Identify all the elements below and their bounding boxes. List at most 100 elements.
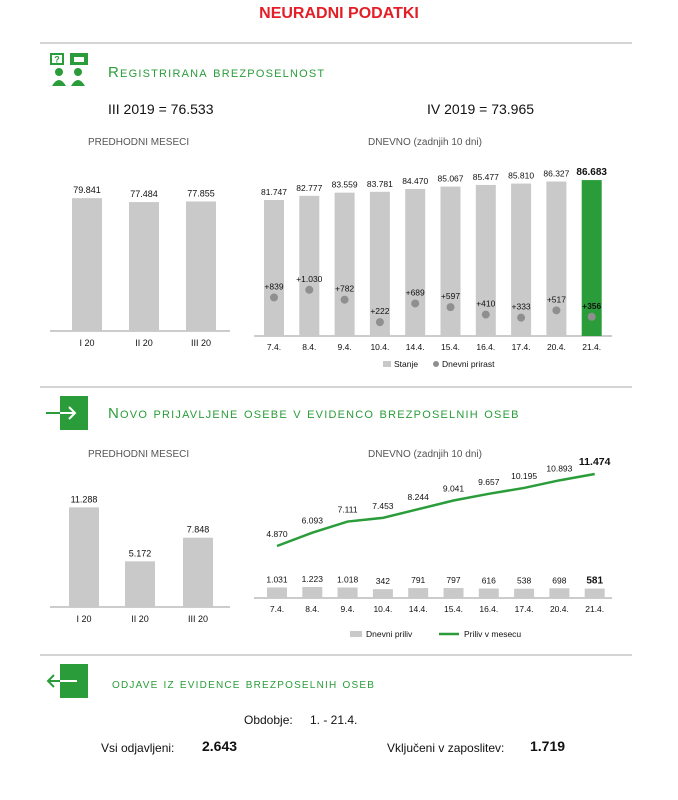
- line-value-label: 7.111: [338, 505, 358, 515]
- bar-III 20: [183, 537, 213, 607]
- line-value-label: 7.453: [372, 501, 394, 511]
- x-tick-label: 14.4.: [409, 604, 428, 614]
- bar-priliv-7.4.: [267, 587, 287, 598]
- bar-value-label: 83.559: [332, 180, 358, 190]
- bar-value-label: 1.018: [337, 575, 359, 585]
- section-registered-title: Registrirana brezposelnost: [108, 64, 326, 81]
- dot-value-label: +410: [476, 299, 495, 309]
- legend-swatch-stanje: [383, 361, 391, 367]
- chart4-subtitle: DNEVNO (zadnjih 10 dni): [368, 449, 482, 460]
- stat-april: IV 2019 = 73.965: [427, 101, 535, 117]
- bar-priliv-14.4.: [408, 588, 429, 598]
- bar-value-label: 79.841: [73, 185, 101, 195]
- dot-prirast-8.4.: [305, 285, 314, 294]
- bar-stanje-14.4.: [405, 188, 426, 336]
- chart-previous-months-new: 11.288 I 20 5.172 II 20 7.848 III 20: [50, 494, 230, 624]
- line-value-label: 8.244: [408, 492, 430, 502]
- bar-stanje-17.4.: [511, 183, 532, 336]
- bar-stanje-21.4.: [581, 180, 602, 336]
- x-tick-label: 17.4.: [515, 604, 534, 614]
- people-chat-icon: ?: [50, 52, 90, 92]
- x-tick-label: 21.4.: [582, 342, 601, 352]
- x-tick-label: 10.4.: [370, 342, 389, 352]
- divider: [40, 42, 632, 44]
- chart1-subtitle: PREDHODNI MESECI: [88, 137, 190, 148]
- bar-II 20: [129, 202, 159, 331]
- dot-value-label: +597: [441, 291, 460, 301]
- dot-value-label: +839: [264, 281, 283, 291]
- bar-stanje-16.4.: [475, 184, 496, 336]
- x-tick-label: 16.4.: [479, 604, 498, 614]
- bar-value-label: 86.327: [543, 169, 569, 179]
- arrow-out-icon: [44, 664, 88, 698]
- bar-value-label: 698: [552, 575, 566, 585]
- bar-value-label: 342: [376, 576, 390, 586]
- bar-value-label: 82.777: [296, 183, 322, 193]
- x-tick-label: 20.4.: [547, 342, 566, 352]
- x-tick-label: 9.4.: [338, 342, 352, 352]
- bar-I 20: [69, 507, 99, 607]
- legend-label: Dnevni priliv: [366, 629, 413, 639]
- svg-text:?: ?: [54, 55, 60, 65]
- legend-label: Stanje: [394, 359, 418, 369]
- x-tick-label: 7.4.: [267, 342, 281, 352]
- bar-value-label: 1.031: [266, 574, 288, 584]
- x-tick-label: 9.4.: [341, 604, 355, 614]
- divider: [40, 386, 632, 388]
- bar-stanje-15.4.: [440, 186, 461, 336]
- bar-priliv-17.4.: [514, 588, 535, 598]
- line-value-label: 9.041: [443, 484, 465, 494]
- bar-priliv-8.4.: [302, 587, 323, 598]
- stat-march: III 2019 = 76.533: [108, 101, 214, 117]
- bar-priliv-9.4.: [337, 587, 358, 598]
- bar-value-label: 581: [586, 576, 603, 587]
- arrow-in-icon: [44, 396, 88, 430]
- x-tick-label: 7.4.: [270, 604, 284, 614]
- chart-daily-registered: 81.747 +839 7.4. 82.777 +1.030 8.4. 83.559 +782…: [254, 167, 612, 369]
- x-tick-label: I 20: [79, 338, 94, 348]
- bar-value-label: 77.855: [187, 188, 215, 198]
- bar-value-label: 5.172: [129, 548, 152, 558]
- dot-value-label: +689: [406, 287, 425, 297]
- line-value-label: 6.093: [302, 516, 324, 526]
- line-value-label: 10.893: [546, 463, 572, 473]
- bar-priliv-20.4.: [549, 588, 570, 598]
- bar-value-label: 797: [446, 575, 460, 585]
- x-tick-label: 14.4.: [406, 342, 425, 352]
- dot-prirast-15.4.: [446, 303, 455, 312]
- bar-priliv-10.4.: [372, 589, 393, 598]
- x-tick-label: 21.4.: [585, 604, 604, 614]
- dot-value-label: +517: [547, 294, 566, 304]
- x-tick-label: 8.4.: [305, 604, 319, 614]
- bar-value-label: 83.781: [367, 179, 393, 189]
- bar-value-label: 81.747: [261, 187, 287, 197]
- bar-III 20: [186, 201, 216, 331]
- bar-stanje-9.4.: [334, 192, 355, 336]
- dot-prirast-17.4.: [517, 313, 526, 322]
- chart-previous-months-registered: 79.841 I 20 77.484 II 20 77.855 III 20: [50, 185, 230, 348]
- bar-value-label: 85.810: [508, 171, 534, 181]
- divider: [40, 654, 632, 656]
- bar-I 20: [72, 198, 102, 331]
- line-value-label: 9.657: [478, 477, 500, 487]
- x-tick-label: II 20: [131, 614, 149, 624]
- bar-stanje-20.4.: [546, 181, 567, 336]
- bar-value-label: 7.848: [187, 525, 210, 535]
- bar-value-label: 86.683: [576, 167, 607, 178]
- dot-value-label: +333: [512, 302, 531, 312]
- employed-value: 1.719: [530, 738, 566, 754]
- line-value-label: 11.474: [579, 456, 611, 468]
- dot-value-label: +782: [335, 284, 354, 294]
- bar-stanje-8.4.: [299, 195, 320, 336]
- x-tick-label: 16.4.: [476, 342, 495, 352]
- period-label: Obdobje:: [244, 713, 293, 727]
- bar-value-label: 84.470: [402, 176, 428, 186]
- section-out-title: odjave iz evidence brezposelnih oseb: [112, 675, 376, 691]
- line-value-label: 10.195: [511, 471, 537, 481]
- chart-daily-new: 1.031 7.4. 4.870 1.223 8.4. 6.093 1.018 9.4. 7.1…: [254, 456, 612, 639]
- bar-value-label: 77.484: [130, 189, 158, 199]
- chart3-subtitle: PREDHODNI MESECI: [88, 449, 190, 460]
- bar-II 20: [125, 561, 155, 607]
- dot-value-label: +222: [370, 306, 389, 316]
- total-out-value: 2.643: [202, 738, 238, 754]
